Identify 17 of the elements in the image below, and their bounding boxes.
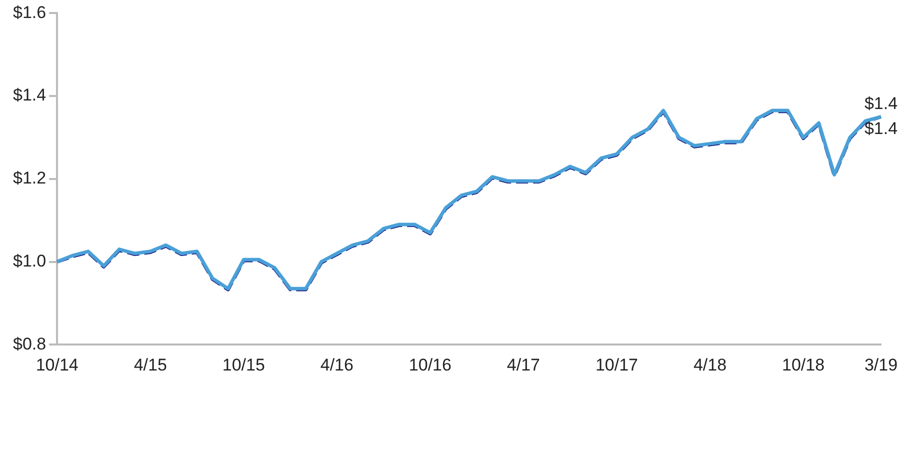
y-tick-label: $1.4	[12, 86, 46, 105]
y-tick-label: $0.8	[12, 334, 46, 354]
x-tick-label: 4/17	[506, 355, 540, 374]
x-tick-label: 10/16	[408, 355, 452, 374]
x-tick-label: 3/19	[864, 355, 898, 374]
y-tick-label: $1.2	[12, 168, 46, 188]
x-tick-label: 10/17	[595, 355, 638, 374]
y-tick-label: $1.6	[12, 2, 46, 22]
x-tick-label: 10/14	[36, 355, 78, 374]
x-tick-label: 4/15	[134, 355, 167, 374]
data-label: $1.4	[864, 118, 898, 138]
x-tick-label: 4/18	[693, 355, 727, 374]
x-tick-label: 10/15	[222, 355, 265, 374]
data-label: $1.4	[864, 94, 898, 113]
x-tick-label: 4/16	[320, 355, 354, 374]
x-tick-label: 10/18	[782, 355, 825, 374]
y-tick-label: $1.0	[12, 251, 46, 270]
